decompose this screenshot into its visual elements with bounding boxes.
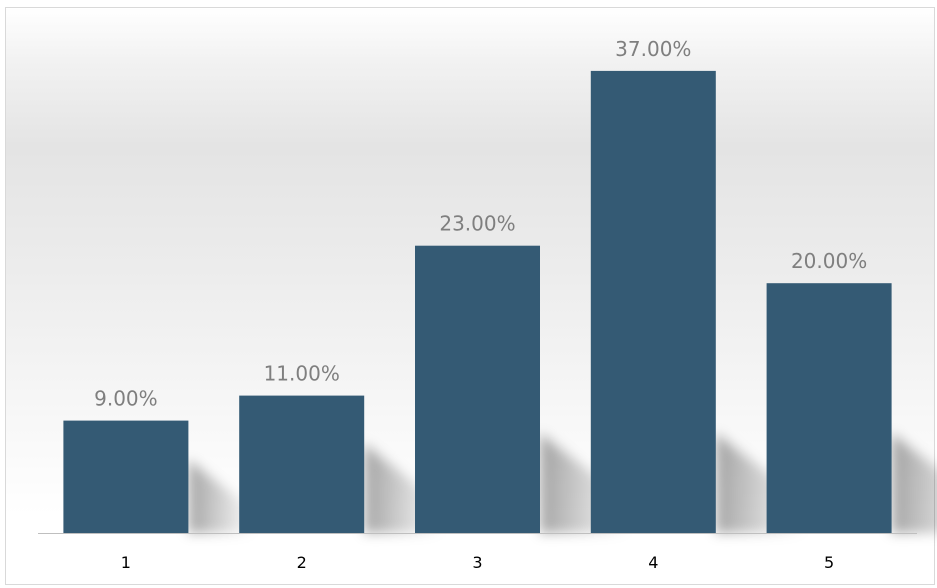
bar-5 xyxy=(766,283,892,533)
data-labels-group: 9.00% 11.00% 23.00% 37.00% 20.00% xyxy=(94,37,867,411)
x-tick-label-2: 2 xyxy=(297,553,307,572)
data-label-1: 9.00% xyxy=(94,387,158,411)
bar-shadow-1 xyxy=(188,459,255,533)
x-tick-label-5: 5 xyxy=(824,553,834,572)
x-tick-label-1: 1 xyxy=(121,553,131,572)
bar-2 xyxy=(239,395,365,533)
data-label-2: 11.00% xyxy=(264,362,340,386)
bars-group xyxy=(63,70,892,534)
bar-3 xyxy=(415,245,540,533)
bar-1 xyxy=(63,420,189,533)
bar-4 xyxy=(590,70,716,534)
bar-shadows xyxy=(188,433,937,533)
data-label-5: 20.00% xyxy=(791,249,867,273)
data-label-4: 37.00% xyxy=(615,37,691,61)
bar-shadow-5 xyxy=(891,433,937,533)
data-label-3: 23.00% xyxy=(439,212,515,236)
x-tick-label-4: 4 xyxy=(648,553,658,572)
x-tick-label-3: 3 xyxy=(472,553,482,572)
x-tick-labels-group: 1 2 3 4 5 xyxy=(121,553,834,572)
